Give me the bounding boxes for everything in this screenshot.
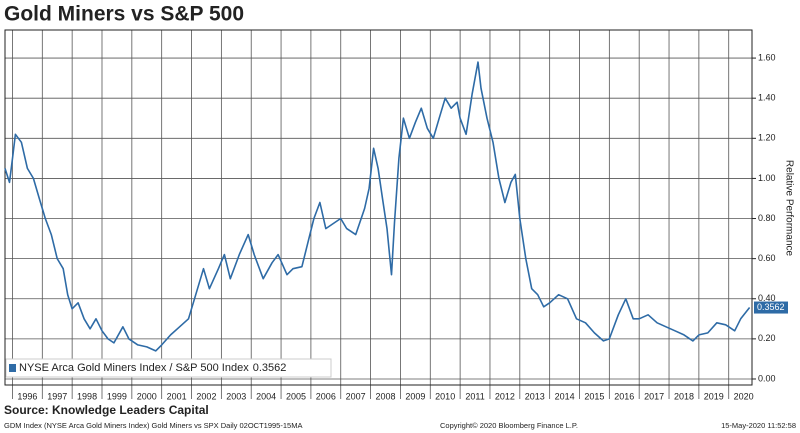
x-tick-label: 2012	[495, 391, 515, 401]
x-tick-label: 2015	[584, 391, 604, 401]
y-tick-label: 0.00	[758, 373, 776, 383]
y-tick-label: 0.40	[758, 293, 776, 303]
y-tick-label: 0.60	[758, 253, 776, 263]
legend-label: NYSE Arca Gold Miners Index / S&P 500 In…	[19, 362, 249, 374]
x-tick-label: 2017	[644, 391, 664, 401]
chart-title: Gold Miners vs S&P 500	[4, 3, 244, 26]
last-value-box	[754, 301, 788, 314]
x-tick-label: 2020	[734, 391, 754, 401]
x-tick-label: 2010	[435, 391, 455, 401]
plot-frame	[4, 29, 753, 386]
x-tick-label: 2016	[614, 391, 634, 401]
x-tick-label: 1996	[17, 391, 37, 401]
y-axis-label: Relative Performance	[783, 160, 794, 257]
x-tick-label: 2019	[704, 391, 724, 401]
x-tick-label: 2002	[196, 391, 216, 401]
series-line	[4, 61, 751, 352]
y-tick-label: 0.20	[758, 333, 776, 343]
y-tick-label: 1.60	[758, 52, 776, 62]
x-tick-label: 2014	[555, 391, 575, 401]
x-tick-label: 2011	[465, 391, 484, 401]
x-tick-label: 2005	[286, 391, 306, 401]
x-tick-label: 2001	[167, 391, 187, 401]
y-tick-label: 0.80	[758, 213, 776, 223]
last-value-label: 0.3562	[757, 302, 785, 312]
x-tick-label: 2006	[316, 391, 336, 401]
footer-left: GDM Index (NYSE Arca Gold Miners Index) …	[4, 421, 302, 430]
x-tick-label: 2018	[674, 391, 694, 401]
x-tick-label: 2007	[346, 391, 366, 401]
footer-right: 15-May-2020 11:52:58	[721, 421, 796, 430]
x-tick-label: 1997	[47, 391, 67, 401]
source: Source: Knowledge Leaders Capital	[4, 403, 209, 417]
x-tick-label: 2004	[256, 391, 276, 401]
x-tick-label: 1999	[107, 391, 127, 401]
x-tick-label: 2003	[226, 391, 246, 401]
y-tick-label: 1.00	[758, 173, 776, 183]
legend-box	[5, 358, 332, 378]
y-tick-label: 1.40	[758, 93, 776, 103]
x-tick-label: 1998	[77, 391, 97, 401]
x-tick-label: 2000	[137, 391, 157, 401]
legend-swatch	[9, 364, 16, 372]
footer-center: Copyright© 2020 Bloomberg Finance L.P.	[440, 421, 578, 430]
legend-value: 0.3562	[253, 362, 287, 374]
x-tick-label: 2013	[525, 391, 545, 401]
y-tick-label: 1.20	[758, 133, 776, 143]
x-tick-label: 2009	[405, 391, 425, 401]
x-tick-label: 2008	[375, 391, 395, 401]
